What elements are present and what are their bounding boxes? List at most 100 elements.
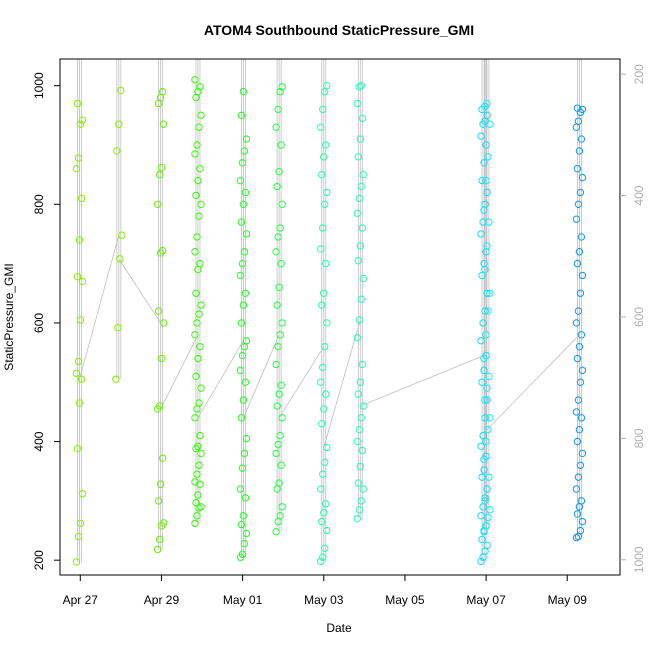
data-point <box>481 307 489 315</box>
data-point <box>154 497 163 505</box>
data-point <box>573 510 582 518</box>
data-point <box>274 342 282 351</box>
data-point <box>485 372 493 381</box>
data-point <box>74 532 83 541</box>
data-point <box>355 83 363 91</box>
data-point <box>275 390 283 398</box>
data-point <box>75 399 84 407</box>
data-point <box>321 458 329 467</box>
data-point <box>191 76 199 84</box>
data-point <box>353 209 361 217</box>
y-tick-label: 1000 <box>32 72 46 99</box>
data-point <box>155 170 164 179</box>
y-right-tick-label: 800 <box>632 428 646 448</box>
data-point <box>191 519 199 528</box>
data-point <box>242 230 251 238</box>
data-point <box>576 188 585 197</box>
data-point <box>277 381 285 389</box>
data-point <box>195 461 203 469</box>
data-point <box>358 224 366 232</box>
plot-frame <box>59 58 621 576</box>
x-tick-label: May 05 <box>385 593 425 607</box>
data-point <box>483 242 491 250</box>
data-point <box>240 248 249 256</box>
data-point <box>320 405 328 413</box>
data-point <box>486 120 494 128</box>
connector-line <box>483 376 488 457</box>
data-point <box>322 141 330 149</box>
connector-line <box>79 235 120 380</box>
data-point <box>577 135 586 143</box>
y-axis-label: StaticPressure_GMI <box>2 263 16 370</box>
data-point <box>576 378 585 386</box>
data-point <box>574 396 583 404</box>
data-point <box>484 307 492 315</box>
data-point <box>236 271 245 280</box>
data-point <box>483 289 491 297</box>
data-point <box>575 147 584 155</box>
data-point <box>354 390 362 398</box>
data-point <box>195 212 203 220</box>
data-point <box>357 81 365 90</box>
data-point <box>72 558 81 566</box>
data-point <box>273 402 281 410</box>
y-tick-label: 400 <box>32 431 46 451</box>
data-point <box>241 188 250 197</box>
data-point <box>191 248 199 256</box>
data-point <box>242 135 251 143</box>
data-point <box>192 191 200 200</box>
data-point <box>274 233 282 241</box>
data-point <box>578 271 587 280</box>
data-point <box>236 366 245 375</box>
data-point <box>113 147 121 155</box>
y-axis-right: 200 400 600 800 1000 <box>620 64 646 573</box>
data-point <box>157 354 166 363</box>
data-point <box>276 331 284 339</box>
data-point <box>577 331 586 339</box>
data-point <box>359 170 367 179</box>
data-point <box>278 503 286 511</box>
data-point <box>572 533 581 542</box>
data-point <box>157 163 166 172</box>
data-point <box>323 188 331 197</box>
data-point <box>477 442 485 450</box>
data-point <box>241 378 250 386</box>
data-point <box>577 414 586 422</box>
data-point <box>322 259 330 268</box>
data-point <box>320 153 328 161</box>
data-point <box>193 319 201 327</box>
data-point <box>480 466 488 474</box>
data-point <box>483 485 491 493</box>
data-point <box>241 494 250 502</box>
connector-line <box>323 319 361 448</box>
x-tick-label: May 01 <box>223 593 263 607</box>
data-point <box>195 123 203 131</box>
data-point <box>483 396 491 404</box>
data-point <box>73 272 82 281</box>
data-point <box>191 150 199 158</box>
y-axis: 200 400 600 800 1000 <box>32 72 60 570</box>
data-point <box>76 316 85 324</box>
data-point <box>317 557 325 566</box>
data-point <box>484 153 492 161</box>
connector-line <box>360 355 485 407</box>
data-point <box>277 141 285 149</box>
data-point <box>357 295 365 303</box>
y-tick-label: 200 <box>32 550 46 570</box>
data-point <box>483 99 491 108</box>
data-point <box>317 245 325 253</box>
data-point <box>480 159 488 167</box>
data-point <box>191 414 199 422</box>
data-point <box>357 497 365 505</box>
data-point <box>272 528 280 536</box>
data-point <box>78 277 87 286</box>
x-tick-label: May 09 <box>548 593 588 607</box>
data-point <box>357 182 365 191</box>
x-tick-label: Apr 27 <box>63 593 99 607</box>
data-point <box>191 478 199 486</box>
data-point <box>482 522 490 530</box>
data-point <box>158 454 167 462</box>
data-point <box>574 200 583 209</box>
data-point <box>114 323 122 332</box>
data-point <box>480 455 488 464</box>
